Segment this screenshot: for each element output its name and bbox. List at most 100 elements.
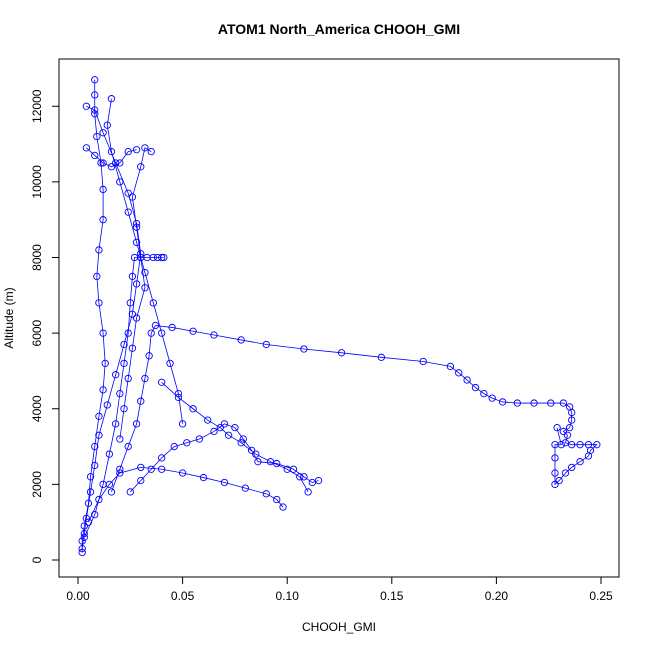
data-point [78, 548, 86, 557]
data-point [128, 272, 137, 281]
data-point [210, 427, 218, 436]
data-point [107, 488, 116, 496]
data-point [262, 490, 270, 498]
data-point [216, 424, 224, 432]
series-line [81, 105, 142, 549]
data-point [568, 463, 576, 472]
x-axis: 0.00 0.05 0.10 0.15 0.20 0.25 [66, 577, 613, 603]
series-group [126, 420, 323, 496]
data-point [147, 329, 155, 337]
data-point [105, 450, 114, 458]
y-tick-label: 10000 [30, 165, 44, 199]
x-tick-label: 0.05 [171, 589, 195, 603]
data-point [499, 398, 507, 406]
data-point [112, 371, 120, 379]
data-point [82, 102, 91, 110]
data-point [568, 408, 576, 417]
chart-title: ATOM1 North_America CHOOH_GMI [218, 21, 460, 37]
data-point [547, 399, 555, 407]
data-point [99, 185, 107, 194]
data-point [559, 427, 567, 436]
data-point [112, 159, 120, 167]
series-group [80, 253, 168, 541]
data-point [95, 299, 103, 307]
data-point [158, 329, 166, 337]
data-point [103, 121, 111, 129]
data-point [158, 253, 166, 262]
data-point [132, 238, 141, 247]
data-point [314, 476, 323, 485]
data-point [576, 458, 584, 466]
data-point [91, 76, 99, 84]
data-point [178, 469, 187, 477]
data-point [419, 357, 427, 366]
series-group [116, 144, 155, 443]
data-point [82, 144, 91, 152]
data-point [97, 159, 105, 167]
data-point [563, 431, 572, 439]
y-tick-label: 4000 [30, 395, 44, 422]
data-point [80, 522, 88, 530]
data-point [237, 439, 245, 447]
data-point [178, 420, 187, 428]
data-point [551, 469, 559, 477]
data-point [160, 253, 168, 262]
data-point [99, 129, 107, 137]
data-point [91, 91, 99, 99]
data-point [78, 545, 86, 553]
data-point [80, 529, 88, 538]
data-point [568, 416, 576, 424]
series-line [130, 423, 319, 493]
data-point [283, 465, 291, 473]
data-point [128, 310, 137, 318]
series-group [107, 321, 601, 496]
data-point [137, 250, 145, 258]
data-point [91, 442, 99, 451]
data-point [105, 480, 114, 489]
data-point [300, 345, 308, 353]
data-point [132, 146, 141, 154]
series-line [88, 466, 284, 523]
data-point [141, 144, 149, 152]
y-tick-label: 12000 [30, 89, 44, 123]
data-point [132, 314, 141, 322]
data-point [78, 537, 86, 545]
data-point [124, 208, 132, 216]
data-point [120, 405, 128, 413]
series-line [161, 381, 309, 493]
data-point [446, 362, 455, 371]
data-point [141, 374, 149, 383]
data-point [241, 484, 250, 492]
data-point [174, 389, 183, 398]
data-point [91, 461, 99, 470]
series-line [81, 79, 106, 553]
data-point [195, 435, 203, 443]
data-point [116, 178, 124, 186]
data-point [151, 321, 160, 330]
data-point [158, 454, 166, 462]
data-point [120, 340, 128, 349]
data-point [95, 246, 103, 254]
data-point [189, 327, 197, 335]
data-point [124, 147, 132, 156]
series-group [82, 144, 141, 171]
data-point [84, 518, 93, 526]
data-point [166, 359, 174, 368]
data-point [553, 424, 561, 432]
data-point [266, 458, 275, 466]
data-point [513, 399, 521, 407]
data-point [99, 159, 107, 167]
data-point [488, 394, 496, 402]
data-point [137, 463, 145, 472]
data-point [91, 106, 99, 114]
data-point [300, 473, 308, 481]
data-point [124, 442, 132, 451]
data-point [555, 476, 563, 485]
series-layer [78, 76, 601, 557]
data-point [237, 336, 245, 344]
series-line [86, 147, 137, 168]
data-point [145, 352, 153, 360]
data-point [93, 132, 101, 141]
data-point [480, 389, 488, 398]
